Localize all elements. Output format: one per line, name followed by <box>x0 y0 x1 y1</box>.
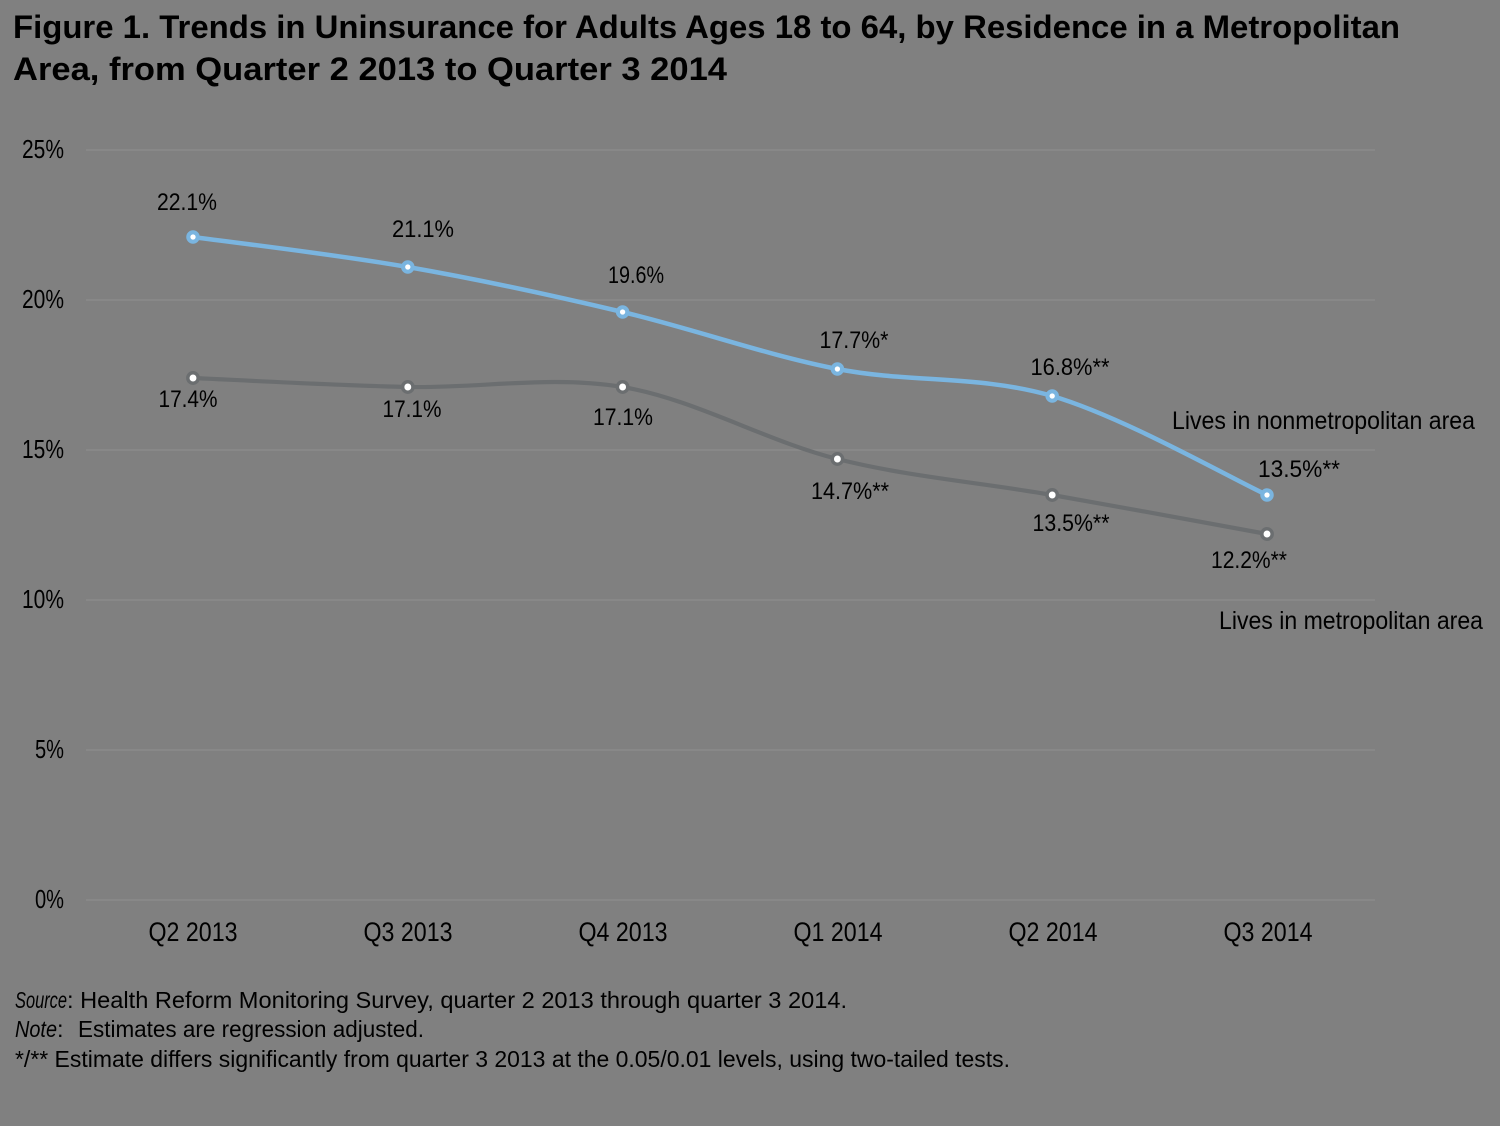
svg-text:Q4 2013: Q4 2013 <box>579 917 668 947</box>
svg-text:15%: 15% <box>22 436 64 464</box>
svg-text:22.1%: 22.1% <box>157 189 217 216</box>
svg-text:Lives in nonmetropolitan area: Lives in nonmetropolitan area <box>1172 407 1475 435</box>
svg-text:Q2 2013: Q2 2013 <box>149 917 238 947</box>
svg-text:Lives in metropolitan area: Lives in metropolitan area <box>1219 607 1483 635</box>
svg-text:17.1%: 17.1% <box>383 396 442 423</box>
svg-text:Note: Note <box>15 1016 57 1042</box>
svg-text:Estimates are regression adjus: Estimates are regression adjusted. <box>78 1016 424 1042</box>
svg-text:12.2%**: 12.2%** <box>1211 547 1287 574</box>
svg-text:14.7%**: 14.7%** <box>811 478 889 505</box>
svg-text:Q3 2014: Q3 2014 <box>1224 917 1313 947</box>
svg-text:Area, from Quarter 2 2013 to Q: Area, from Quarter 2 2013 to Quarter 3 2… <box>13 51 727 87</box>
svg-text:5%: 5% <box>35 736 64 764</box>
svg-text:13.5%**: 13.5%** <box>1258 456 1340 483</box>
svg-text:17.4%: 17.4% <box>159 386 218 413</box>
svg-text:*/** Estimate differs signific: */** Estimate differs significantly from… <box>15 1046 1010 1072</box>
svg-text:Q3 2013: Q3 2013 <box>364 917 453 947</box>
svg-text:: Health Reform Monitoring Sur: : Health Reform Monitoring Survey, quart… <box>67 987 847 1013</box>
svg-text:13.5%**: 13.5%** <box>1033 510 1110 537</box>
svg-text:25%: 25% <box>22 136 64 164</box>
svg-text:0%: 0% <box>35 886 64 914</box>
svg-text:19.6%: 19.6% <box>608 262 664 289</box>
svg-text:Source: Source <box>15 987 67 1013</box>
svg-text::: : <box>57 1016 64 1042</box>
svg-text:20%: 20% <box>22 286 64 314</box>
svg-text:Q1 2014: Q1 2014 <box>794 917 883 947</box>
svg-text:21.1%: 21.1% <box>392 216 454 243</box>
svg-text:17.7%*: 17.7%* <box>820 327 889 354</box>
svg-text:16.8%**: 16.8%** <box>1031 354 1110 381</box>
svg-text:Q2 2014: Q2 2014 <box>1009 917 1098 947</box>
svg-text:17.1%: 17.1% <box>593 404 653 431</box>
svg-text:Figure 1. Trends in Uninsuranc: Figure 1. Trends in Uninsurance for Adul… <box>13 9 1400 45</box>
svg-text:10%: 10% <box>22 586 64 614</box>
